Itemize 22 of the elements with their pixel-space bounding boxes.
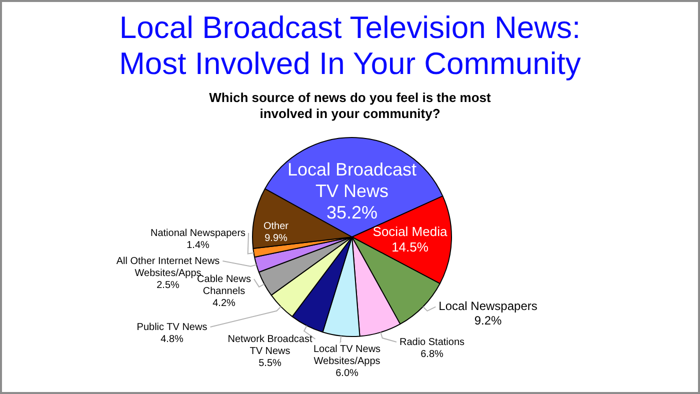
data-label: 9.2% xyxy=(474,314,502,328)
slice-label: Local Newspapers xyxy=(438,299,538,314)
slice-label: Local Broadcast TV News xyxy=(287,159,417,201)
slice-label: Network Broadcast TV News xyxy=(228,334,312,357)
data-label: 6.8% xyxy=(420,348,444,360)
data-label: 4.2% xyxy=(212,298,236,309)
chart-subtitle: Which source of news do you feel is the most involved in your community? xyxy=(208,90,492,122)
data-label: 1.4% xyxy=(186,240,210,251)
slice-label: Radio Stations xyxy=(399,336,465,348)
slice-label: National Newspapers xyxy=(150,228,246,239)
data-label: 14.5% xyxy=(392,239,429,254)
slice-label: Public TV News xyxy=(136,322,208,333)
data-label: 35.2% xyxy=(326,202,378,223)
slice-label: Social Media xyxy=(372,224,448,239)
data-label: 6.0% xyxy=(336,368,359,379)
data-label: 9.9% xyxy=(264,232,288,244)
data-label: 2.5% xyxy=(156,280,180,291)
slice-label: Local TV News Websites/Apps xyxy=(313,344,381,367)
data-label: 4.8% xyxy=(160,334,184,345)
data-label: 5.5% xyxy=(258,358,282,369)
slice-label: Other xyxy=(263,220,290,232)
chart-title: Local Broadcast Television News: Most Involved In Your Community xyxy=(118,10,582,82)
